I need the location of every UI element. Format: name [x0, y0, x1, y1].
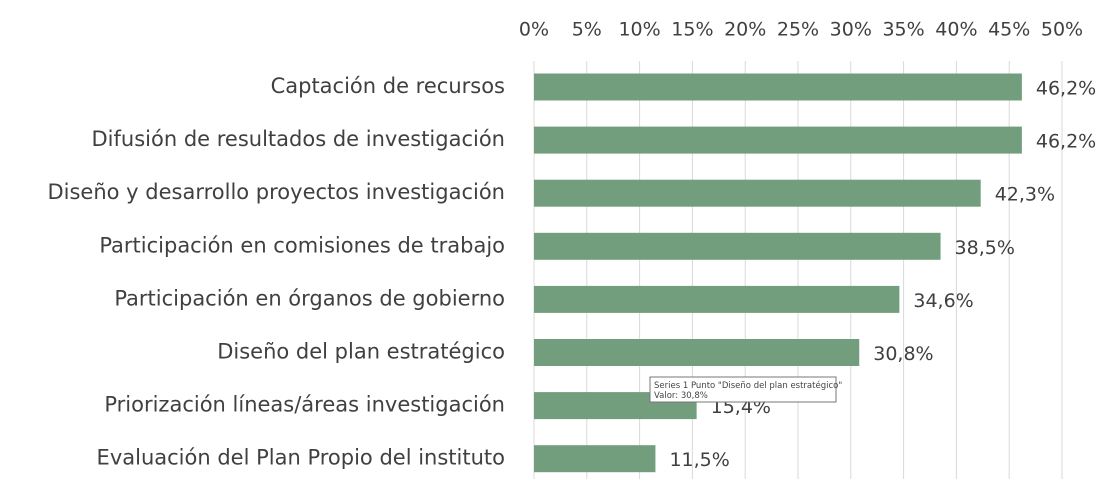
category-label: Priorización líneas/áreas investigación — [104, 393, 505, 417]
category-label: Evaluación del Plan Propio del instituto — [97, 446, 505, 470]
category-label: Diseño del plan estratégico — [217, 340, 505, 364]
bar — [534, 445, 656, 473]
category-label: Captación de recursos — [271, 74, 505, 98]
x-tick-label: 45% — [988, 19, 1030, 41]
x-tick-label: 50% — [1041, 19, 1083, 41]
category-label: Difusión de resultados de investigación — [92, 127, 505, 151]
data-label: 46,2% — [1036, 78, 1096, 100]
x-tick-label: 40% — [935, 19, 977, 41]
labels: 0% 5% 10% 15% 20% 25% 30% 35% 40% 45% 50% Captación… — [47, 19, 1096, 472]
x-tick-label: 30% — [830, 19, 872, 41]
data-label: 34,6% — [913, 290, 973, 312]
bar — [534, 126, 1022, 154]
category-label: Participación en comisiones de trabajo — [99, 233, 505, 257]
bar — [534, 339, 860, 366]
x-tick-label: 0% — [519, 19, 549, 41]
bar — [534, 232, 941, 260]
data-label: 30,8% — [873, 343, 933, 365]
data-label: 11,5% — [669, 449, 729, 471]
x-tick-label: 5% — [572, 19, 602, 41]
data-label: 38,5% — [955, 237, 1015, 259]
tooltip: Series 1 Punto "Diseño del plan estratég… — [649, 376, 842, 403]
x-tick-label: 10% — [618, 19, 660, 41]
category-label: Participación en órganos de gobierno — [114, 286, 505, 310]
data-label: 42,3% — [995, 184, 1055, 206]
bar — [534, 73, 1022, 101]
bar — [534, 179, 981, 207]
x-tick-label: 20% — [724, 19, 766, 41]
x-tick-label: 15% — [671, 19, 713, 41]
x-tick-label: 35% — [882, 19, 924, 41]
x-tick-label: 25% — [777, 19, 819, 41]
data-label: 46,2% — [1036, 131, 1096, 153]
bars — [534, 73, 1022, 473]
tooltip-box — [649, 376, 837, 403]
tooltip-line: Valor: 30,8% — [654, 391, 708, 401]
category-label: Diseño y desarrollo proyectos investigac… — [47, 180, 505, 204]
tooltip-line: Series 1 Punto "Diseño del plan estratég… — [654, 380, 842, 391]
bar — [534, 285, 900, 313]
